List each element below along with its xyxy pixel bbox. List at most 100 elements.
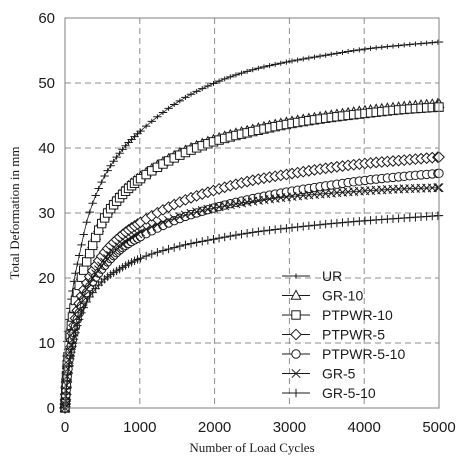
data-point-gr-5-10 [79, 303, 88, 312]
data-point-ur [133, 131, 142, 137]
x-tick-label: 3000 [273, 419, 306, 436]
data-point-ur [77, 242, 86, 248]
data-point-ur [355, 47, 364, 53]
data-point-gr-5-10 [175, 241, 185, 251]
legend-item-ur: UR [282, 268, 342, 284]
data-point-ur [118, 146, 127, 152]
data-point-gr-5-10 [287, 223, 297, 232]
data-point-gr-5-10 [181, 240, 190, 249]
y-axis-title: Total Deformation in mm [7, 146, 22, 279]
data-point-gr-5-10 [64, 362, 74, 371]
data-point-gr-5-10 [85, 292, 94, 302]
data-point-gr-5-10 [242, 229, 252, 238]
data-point-ur [209, 80, 218, 86]
data-point-gr-5-10 [67, 347, 76, 357]
data-point-gr-5-10 [198, 237, 207, 246]
data-point-ptpwr-10 [87, 240, 98, 251]
data-point-gr-5-10 [192, 238, 201, 247]
y-tick-label: 40 [38, 140, 55, 157]
x-tick-label: 5000 [422, 419, 455, 436]
data-point-gr-5-10 [82, 297, 91, 307]
data-point-gr-5 [169, 213, 179, 224]
data-point-ur [94, 186, 103, 192]
data-point-ur [127, 136, 136, 142]
data-point-gr-5-10 [164, 244, 173, 254]
data-point-ur [115, 150, 124, 156]
data-point-gr-5 [62, 371, 72, 382]
data-point-gr-5 [147, 222, 157, 232]
data-point-ur [124, 140, 133, 146]
data-point-gr-5-10 [248, 228, 257, 237]
data-point-ur [400, 42, 409, 48]
data-point-gr-5 [97, 261, 107, 271]
data-point-ur [112, 154, 121, 160]
legend-label: PTPWR-5-10 [322, 346, 405, 362]
data-point-ur [106, 163, 115, 169]
data-point-gr-5-10 [276, 224, 285, 234]
legend-label: GR-10 [322, 288, 363, 304]
data-point-gr-5-10 [299, 222, 308, 231]
data-point-ur [304, 55, 314, 61]
x-tick-label: 0 [61, 419, 69, 436]
data-point-gr-5 [158, 217, 168, 227]
data-point-ur [109, 158, 118, 164]
y-tick-label: 20 [38, 270, 55, 287]
data-point-ur [198, 86, 207, 92]
data-point-ur [147, 118, 156, 124]
data-point-gr-5-10 [265, 225, 274, 235]
data-point-ur [141, 123, 151, 129]
data-point-gr-5 [180, 210, 190, 220]
data-point-gr-5-10 [270, 225, 280, 234]
data-point-gr-5 [130, 231, 140, 241]
data-point-gr-5 [141, 224, 151, 234]
data-point-gr-5 [76, 297, 87, 307]
data-point-ur [103, 168, 112, 174]
data-point-ur [270, 61, 280, 67]
legend-item-gr-10: GR-10 [282, 288, 363, 304]
data-point-gr-5-10 [63, 376, 72, 386]
data-point-ur [299, 56, 308, 62]
data-point-gr-5 [231, 199, 241, 209]
data-point-ur [153, 114, 162, 120]
legend-item-ptpwr-5: PTPWR-5 [282, 327, 385, 343]
data-point-ur [170, 101, 179, 107]
data-point-ur [343, 49, 353, 55]
data-point-ur [100, 173, 109, 179]
legend-label: GR-5 [322, 366, 356, 382]
legend-marker-ptpwr-5 [290, 328, 302, 341]
data-point-ur [79, 232, 88, 238]
data-point-ur [242, 68, 252, 74]
y-tick-label: 60 [38, 10, 55, 27]
data-point-ur [85, 209, 94, 215]
data-point-gr-5-10 [231, 230, 241, 240]
legend-marker-ptpwr-5-10 [291, 349, 301, 359]
data-point-gr-5-10 [226, 231, 235, 241]
data-point-ur [388, 43, 398, 49]
legend-item-gr-5: GR-5 [282, 366, 356, 382]
data-point-gr-5-10 [209, 235, 218, 244]
data-point-gr-5 [203, 204, 213, 214]
data-point-ur [203, 83, 213, 89]
data-point-ur [192, 88, 201, 94]
data-point-ur [371, 45, 381, 51]
plot-area-frame [64, 17, 440, 409]
data-point-ur [310, 54, 319, 60]
data-point-gr-5 [225, 200, 235, 210]
data-point-ptpwr-10 [84, 248, 95, 259]
data-point-gr-5 [197, 206, 207, 216]
tick-labels: 0 10 20 30 40 50 60 0 1000 2000 3000 4000 5000 [38, 10, 455, 436]
data-point-gr-5-10 [158, 246, 168, 255]
data-point-gr-5 [64, 355, 74, 365]
data-point-ur [130, 134, 139, 140]
data-point-ur [186, 91, 196, 97]
y-tick-label: 10 [38, 335, 55, 352]
legend: UR GR-10 PTPWR-10 PTPWR-5 PTPWR-5-10 GR-5 GR-5… [282, 268, 405, 401]
data-point-ur [259, 64, 269, 70]
data-point-ur [332, 50, 342, 56]
data-point-gr-5-10 [203, 236, 213, 245]
data-point-ur [88, 200, 97, 206]
data-point-gr-5-10 [66, 354, 75, 364]
legend-marker-gr-5-10 [291, 388, 301, 398]
data-point-gr-5 [175, 212, 185, 222]
